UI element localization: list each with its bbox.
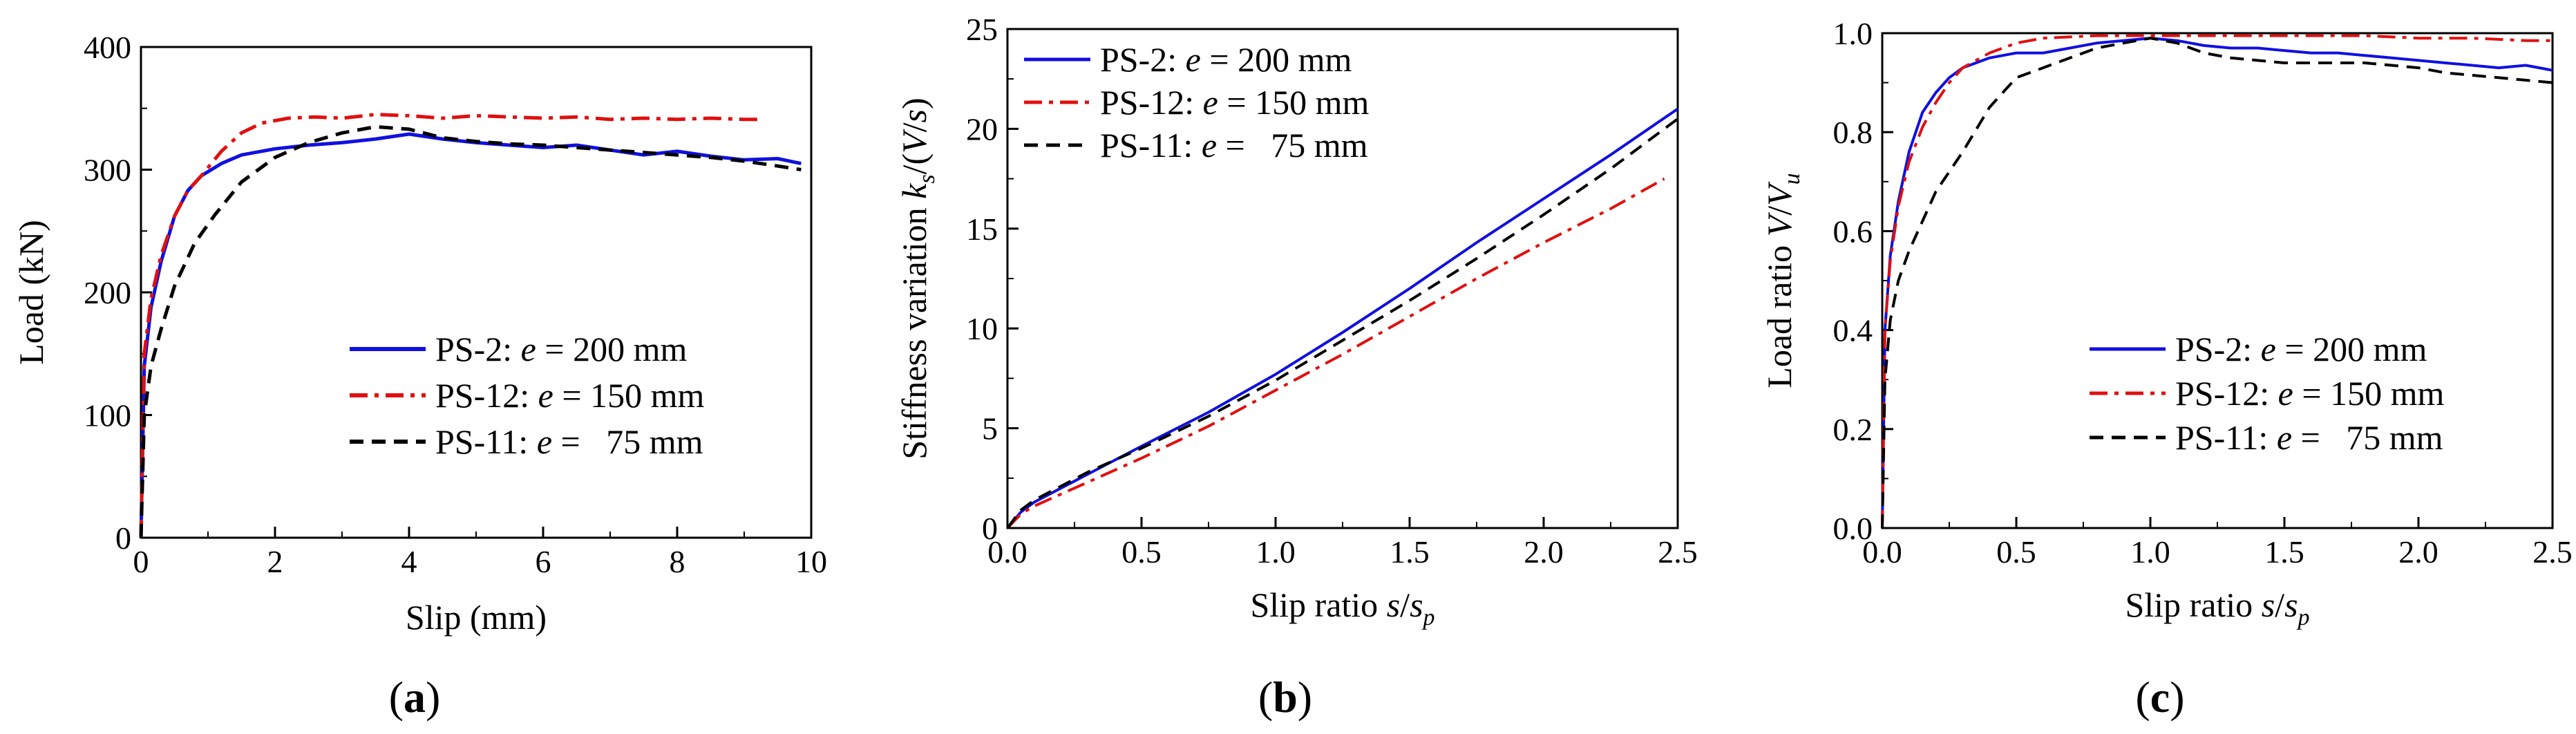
- panel-a-x-axis-label: Slip (mm): [406, 598, 547, 637]
- legend-label-ps-11: PS-11: e = 75 mm: [435, 422, 703, 461]
- legend-label-ps-12: PS-12: e = 150 mm: [435, 376, 704, 415]
- panel-a-x-tick-label: 10: [795, 544, 827, 579]
- panel-b-y-tick-label: 20: [966, 111, 998, 147]
- panel-b-x-tick-label: 0.5: [1121, 534, 1162, 570]
- legend-label-ps-12: PS-12: e = 150 mm: [1100, 83, 1369, 122]
- panel-b-series-ps-12: [1006, 177, 1665, 529]
- panel-c-y-tick-label: 0.0: [1833, 511, 1873, 546]
- panel-c-y-tick-label: 0.2: [1833, 412, 1873, 447]
- panel-b-y-axis-label: Stiffness variation ks/(V/s): [895, 97, 940, 459]
- panel-c-x-axis-label: Slip ratio s/sp: [2125, 585, 2309, 630]
- panel-a-x-tick-label: 6: [536, 544, 551, 579]
- panel-b-x-tick-label: 2.0: [1524, 534, 1564, 570]
- panel-c-x-tick-label: 1.0: [2130, 534, 2170, 570]
- panel-c-y-tick-label: 0.4: [1833, 313, 1873, 348]
- panel-b-x-tick-label: 2.5: [1658, 534, 1698, 570]
- panel-b-y-tick-label: 5: [982, 411, 998, 446]
- legend-label-ps-12: PS-12: e = 150 mm: [2175, 374, 2444, 413]
- legend-label-ps-11: PS-11: e = 75 mm: [1100, 126, 1368, 164]
- panel-c-x-tick-label: 0.5: [1996, 534, 2036, 570]
- panel-c-x-tick-label: 2.0: [2398, 534, 2438, 570]
- panel-b-y-tick-label: 0: [982, 511, 998, 546]
- panel-c-legend: PS-2: e = 200 mm PS-12: e = 150 mm PS-11: …: [2090, 330, 2444, 457]
- panel-b-series-ps-11: [1006, 117, 1679, 529]
- panel-b-x-tick-label: 1.5: [1390, 534, 1430, 570]
- panel-a-series-ps-12: [139, 113, 758, 538]
- panel-b-label: (b): [1258, 672, 1312, 722]
- panel-b-x-tick-label: 0.0: [987, 534, 1027, 570]
- panel-a-plot-frame: [140, 46, 813, 539]
- panel-a-x-tick-label: 0: [133, 544, 149, 579]
- legend-label-ps-2: PS-2: e = 200 mm: [435, 330, 687, 368]
- legend-label-ps-2: PS-2: e = 200 mm: [1100, 40, 1352, 79]
- panel-c-y-tick-label: 0.8: [1833, 115, 1873, 150]
- panel-a-y-tick-label: 0: [115, 520, 131, 556]
- panel-a-y-axis-label: Load (kN): [12, 220, 50, 365]
- panel-a-x-tick-label: 8: [670, 544, 685, 579]
- panel-a-y-tick-label: 100: [84, 398, 131, 433]
- panel-b-x-axis-label: Slip ratio s/sp: [1250, 585, 1434, 630]
- panel-a-y-tick-label: 300: [84, 153, 131, 188]
- panel-b-series-ps-2: [1006, 107, 1679, 529]
- panel-c-load-ratio-chart: 0.0 0.5 1.0 1.5 2.0 2.5 0.0 0.2 0.4 0.6 0.8 1.0 Sli…: [1760, 16, 2573, 722]
- panel-a-y-tick-label: 200: [84, 275, 131, 310]
- panel-a-label: (a): [389, 672, 441, 722]
- panel-a-series-ps-11: [139, 124, 802, 538]
- panel-b-y-tick-label: 25: [966, 12, 998, 47]
- panel-c-x-tick-label: 1.5: [2264, 534, 2304, 570]
- panel-c-x-tick-label: 0.0: [1862, 534, 1902, 570]
- panel-b-y-tick-label: 15: [966, 211, 998, 247]
- panel-c-y-axis-label: Load ratio V/Vu: [1760, 173, 1805, 388]
- legend-label-ps-2: PS-2: e = 200 mm: [2175, 330, 2427, 368]
- panel-a-x-tick-label: 2: [267, 544, 283, 579]
- panel-a-legend: PS-2: e = 200 mm PS-12: e = 150 mm PS-11: …: [350, 330, 704, 461]
- legend-label-ps-11: PS-11: e = 75 mm: [2175, 418, 2443, 457]
- panel-c-y-tick-label: 0.6: [1833, 214, 1873, 249]
- panel-b-y-tick-label: 10: [966, 311, 998, 346]
- panel-b-x-tick-label: 1.0: [1256, 534, 1296, 570]
- panel-a-y-tick-label: 400: [84, 30, 131, 65]
- panel-c-label: (c): [2135, 672, 2184, 722]
- panel-c-x-tick-label: 2.5: [2532, 534, 2573, 570]
- panel-b-stiffness-chart: 0.0 0.5 1.0 1.5 2.0 2.5 0 5 10 15 20 25 Slip ratio …: [895, 12, 1698, 722]
- panel-c-y-tick-label: 1.0: [1833, 16, 1873, 51]
- panel-c-series-ps-12: [1881, 34, 2553, 529]
- panel-b-legend: PS-2: e = 200 mm PS-12: e = 150 mm PS-11: …: [1024, 40, 1369, 164]
- panel-a-x-tick-label: 4: [401, 544, 417, 579]
